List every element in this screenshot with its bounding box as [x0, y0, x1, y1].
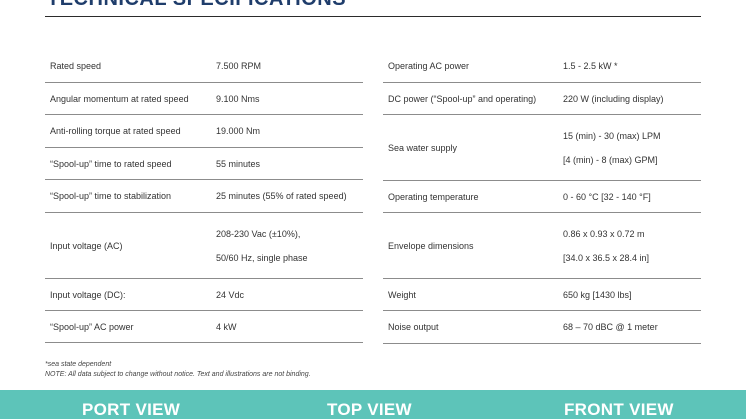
spec-value-line: 4 kW [216, 321, 237, 332]
front-view-label: FRONT VIEW [564, 400, 674, 419]
spec-value-line: 50/60 Hz, single phase [216, 252, 308, 263]
spec-label: “Spool-up” AC power [50, 321, 134, 332]
spec-value-line: [4 (min) - 8 (max) GPM] [563, 154, 658, 165]
spec-label: DC power (“Spool-up” and operating) [388, 93, 537, 104]
spec-row: “Spool-up” time to rated speed 55 minutes [45, 148, 363, 180]
spec-value: 68 – 70 dBC @ 1 meter [563, 322, 658, 332]
spec-row: “Spool-up” AC power 4 kW [45, 311, 363, 343]
spec-row: Input voltage (DC): 24 Vdc [45, 279, 363, 311]
spec-value-line: 25 minutes (55% of rated speed) [216, 191, 347, 201]
spec-value-line: 7.500 RPM [216, 61, 262, 71]
spec-value-line: 55 minutes [216, 158, 261, 169]
spec-label: Angular momentum at rated speed [50, 93, 189, 104]
spec-row: Anti-rolling torque at rated speed 19.000… [45, 115, 363, 148]
spec-table-left: Rated speed 7.500 RPM Angular momentum at … [45, 50, 363, 343]
spec-row: Input voltage (AC) 208-230 Vac (±10%), 50/… [45, 213, 363, 279]
spec-value-line: 9.100 Nms [216, 93, 260, 104]
footnotes: *sea state dependent NOTE: All data subj… [45, 360, 311, 380]
spec-value: 15 (min) - 30 (max) LPM [4 (min) - 8 (max… [563, 131, 661, 165]
title-divider [45, 16, 701, 17]
spec-value: 220 W (including display) [563, 94, 664, 104]
spec-label: Anti-rolling torque at rated speed [50, 126, 181, 136]
spec-label: Rated speed [50, 61, 102, 71]
section-title: TECHNICAL SPECIFICATIONS [47, 0, 346, 11]
view-labels-bar: PORT VIEW TOP VIEW FRONT VIEW [0, 390, 746, 419]
spec-value-line: 15 (min) - 30 (max) LPM [563, 130, 661, 141]
spec-value: 1.5 - 2.5 kW * [563, 61, 618, 71]
spec-row: Sea water supply 15 (min) - 30 (max) LPM [… [383, 115, 701, 181]
spec-row: Noise output 68 – 70 dBC @ 1 meter [383, 311, 701, 344]
spec-value: 4 kW [216, 322, 237, 332]
spec-value: 0 - 60 °C [32 - 140 °F] [563, 192, 651, 202]
spec-label: Operating temperature [388, 191, 479, 202]
footnote-sea-state: *sea state dependent [45, 361, 112, 368]
spec-label: Operating AC power [388, 61, 470, 71]
spec-value: 650 kg [1430 lbs] [563, 290, 632, 300]
spec-value: 9.100 Nms [216, 94, 260, 104]
spec-row: Weight 650 kg [1430 lbs] [383, 279, 701, 311]
spec-label: “Spool-up” time to stabilization [50, 191, 172, 201]
spec-value-line: 1.5 - 2.5 kW * [563, 61, 618, 71]
spec-label: Noise output [388, 322, 439, 332]
spec-row: Operating temperature 0 - 60 °C [32 - 140… [383, 181, 701, 213]
spec-label: Input voltage (AC) [50, 240, 123, 251]
spec-value: 0.86 x 0.93 x 0.72 m [34.0 x 36.5 x 28.4 … [563, 229, 649, 263]
spec-row: “Spool-up” time to stabilization 25 minut… [45, 180, 363, 213]
spec-row: Angular momentum at rated speed 9.100 Nms [45, 83, 363, 115]
spec-value-line: 0.86 x 0.93 x 0.72 m [563, 228, 645, 239]
top-view-label: TOP VIEW [327, 400, 412, 419]
spec-row: Operating AC power 1.5 - 2.5 kW * [383, 50, 701, 83]
spec-label: Sea water supply [388, 142, 458, 153]
spec-row: DC power (“Spool-up” and operating) 220 W… [383, 83, 701, 115]
spec-value: 19.000 Nm [216, 126, 260, 136]
spec-value: 25 minutes (55% of rated speed) [216, 191, 347, 201]
spec-value: 55 minutes [216, 159, 260, 169]
spec-value-line: [34.0 x 36.5 x 28.4 in] [563, 252, 650, 263]
footnote-note: NOTE: All data subject to change without… [45, 371, 311, 378]
spec-value: 7.500 RPM [216, 61, 261, 71]
spec-value-line: 208-230 Vac (±10%), [216, 228, 301, 239]
spec-value: 208-230 Vac (±10%), 50/60 Hz, single phas… [216, 229, 308, 263]
spec-value-line: 24 Vdc [216, 289, 245, 300]
spec-value-line: 650 kg [1430 lbs] [563, 289, 632, 300]
spec-value-line: 19.000 Nm [216, 126, 261, 136]
spec-label: “Spool-up” time to rated speed [50, 158, 172, 169]
spec-value-line: 0 - 60 °C [32 - 140 °F] [563, 191, 651, 202]
port-view-label: PORT VIEW [82, 400, 181, 419]
spec-label: Input voltage (DC): [50, 289, 126, 300]
spec-label: Weight [388, 289, 416, 300]
spec-value-line: 220 W (including display) [563, 93, 664, 104]
spec-row: Rated speed 7.500 RPM [45, 50, 363, 83]
spec-label: Envelope dimensions [388, 240, 474, 251]
spec-table-right: Operating AC power 1.5 - 2.5 kW * DC power… [383, 50, 701, 344]
spec-value: 24 Vdc [216, 290, 244, 300]
spec-row: Envelope dimensions 0.86 x 0.93 x 0.72 m [… [383, 213, 701, 279]
spec-value-line: 68 – 70 dBC @ 1 meter [563, 322, 658, 332]
